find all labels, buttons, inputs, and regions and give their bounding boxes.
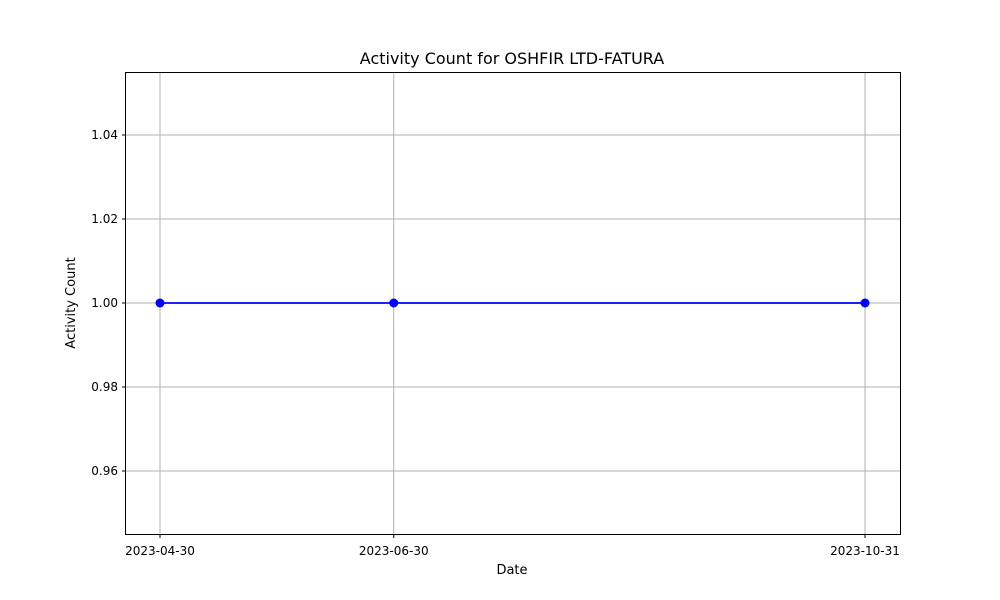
x-axis-ticks: 2023-04-30 2023-06-30 2023-10-31 — [125, 534, 900, 558]
data-point — [389, 298, 399, 308]
data-points — [155, 298, 870, 308]
y-axis-label: Activity Count — [64, 257, 79, 348]
y-tick-label: 0.96 — [91, 464, 118, 478]
x-tick-label: 2023-04-30 — [125, 544, 195, 558]
x-axis-label: Date — [496, 563, 527, 578]
y-tick-label: 0.98 — [91, 380, 118, 394]
y-tick-label: 1.04 — [91, 128, 118, 142]
y-axis-ticks: 0.96 0.98 1.00 1.02 1.04 — [91, 128, 126, 478]
x-tick-label: 2023-06-30 — [359, 544, 429, 558]
chart-title: Activity Count for OSHFIR LTD-FATURA — [360, 49, 664, 68]
y-tick-label: 1.00 — [91, 296, 118, 310]
x-tick-label: 2023-10-31 — [830, 544, 900, 558]
data-point — [860, 298, 870, 308]
y-tick-label: 1.02 — [91, 212, 118, 226]
data-point — [155, 298, 165, 308]
